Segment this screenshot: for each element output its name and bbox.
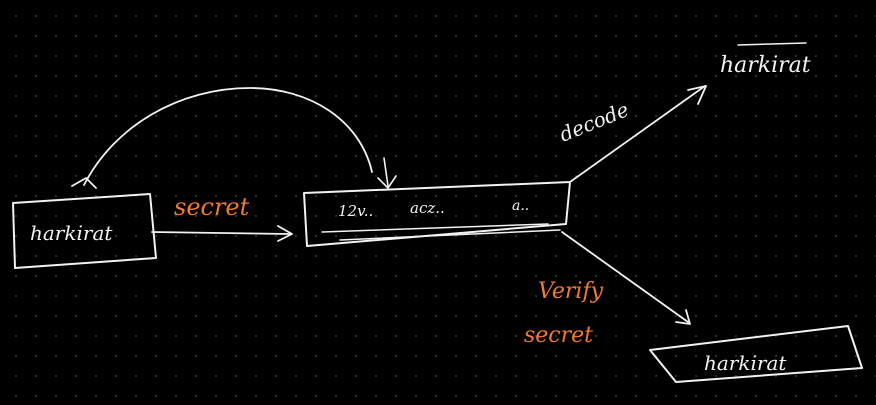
decode-arrow	[569, 85, 707, 183]
token-box-outline	[303, 181, 571, 247]
verified-output-box: harkirat	[649, 325, 863, 383]
token-entry-arrow	[383, 157, 389, 187]
decoded-output-text: harkirat	[720, 53, 811, 78]
decode-arrow-head	[687, 85, 707, 105]
verify-arrow	[561, 231, 691, 325]
source-box: harkirat	[12, 193, 157, 269]
sign-arrow-shaft	[151, 231, 291, 235]
secret-label: secret	[174, 193, 250, 221]
return-arc-arrow	[71, 87, 373, 189]
source-box-outline	[12, 193, 157, 269]
token-part-header: 12v..	[338, 202, 373, 220]
token-box: 12v.. acz.. a..	[303, 157, 571, 247]
decoded-output: harkirat	[720, 42, 811, 78]
verify-label-line1: Verify	[538, 279, 604, 304]
sign-arrow	[151, 225, 293, 242]
token-part-signature: a..	[512, 198, 529, 214]
decode-arrow-shaft	[569, 85, 706, 183]
verified-output-text: harkirat	[704, 351, 787, 375]
decode-label: decode	[556, 97, 632, 146]
return-arc-head	[71, 177, 97, 189]
source-box-label: harkirat	[30, 221, 113, 245]
verify-arrow-head	[675, 309, 691, 325]
verified-output-outline	[649, 325, 863, 383]
verify-label-line2: secret	[524, 323, 593, 348]
decoded-output-overline	[737, 42, 807, 46]
sign-arrow-head	[277, 225, 293, 242]
return-arc-path	[83, 87, 373, 186]
token-entry-arrow-head	[377, 175, 397, 189]
token-part-payload: acz..	[410, 199, 445, 217]
token-underline-1	[321, 223, 549, 233]
verify-arrow-shaft	[561, 231, 689, 323]
token-underline-2	[339, 229, 561, 241]
